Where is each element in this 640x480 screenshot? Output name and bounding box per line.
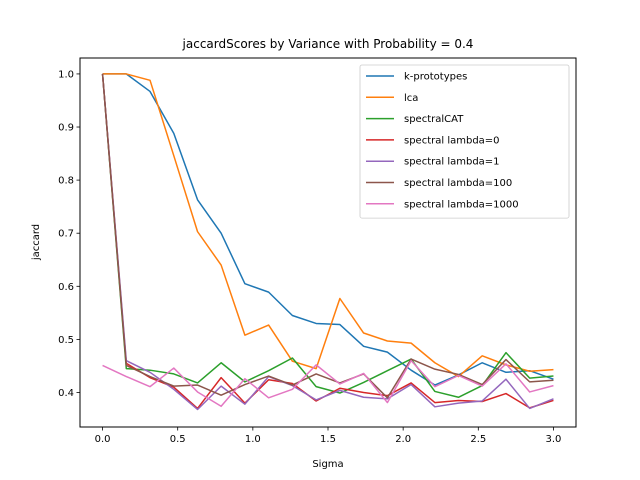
y-axis: 0.4 0.5 0.6 0.7 0.8 0.9 1.0 [58,69,80,399]
legend-label-4: spectral lambda=1 [404,157,500,168]
x-tick-label: 0.5 [170,434,186,445]
series-line-1 [102,73,554,378]
legend-label-6: spectral lambda=1000 [404,199,519,210]
y-tick-label: 0.9 [58,123,74,134]
x-tick-label: 1.5 [320,434,336,445]
x-tick-label: 2.0 [395,434,411,445]
y-tick-label: 0.8 [58,176,74,187]
x-tick-label: 1.0 [245,434,261,445]
y-tick-label: 0.6 [58,282,74,293]
x-tick-label: 3.0 [546,434,562,445]
y-tick-label: 1.0 [58,69,74,80]
x-tick-label: 0.0 [95,434,111,445]
series-line-2 [101,73,554,399]
legend-box [359,64,570,219]
y-tick-label: 0.4 [58,388,74,399]
x-axis: 0.0 0.5 1.0 1.5 2.0 2.5 3.0 [95,427,562,445]
legend-label-1: lca [404,93,418,104]
chart-title: jaccardScores by Variance with Probabili… [182,37,474,51]
plot-area [101,73,554,411]
y-tick-label: 0.5 [58,335,74,346]
legend-label-5: spectral lambda=100 [404,178,512,189]
series-line-6 [102,359,554,408]
series-line-5 [101,73,554,399]
legend-label-3: spectral lambda=0 [404,135,500,146]
legend: k-prototypes lca spectralCAT spectral lambd… [359,64,570,219]
series-line-4 [101,73,554,411]
x-tick-label: 2.5 [470,434,486,445]
legend-label-2: spectralCAT [404,114,464,125]
y-axis-label: jaccard [31,224,42,261]
x-axis-label: Sigma [312,459,343,470]
series-line-0 [102,73,554,386]
legend-label-0: k-prototypes [404,72,467,83]
y-tick-label: 0.7 [58,229,74,240]
